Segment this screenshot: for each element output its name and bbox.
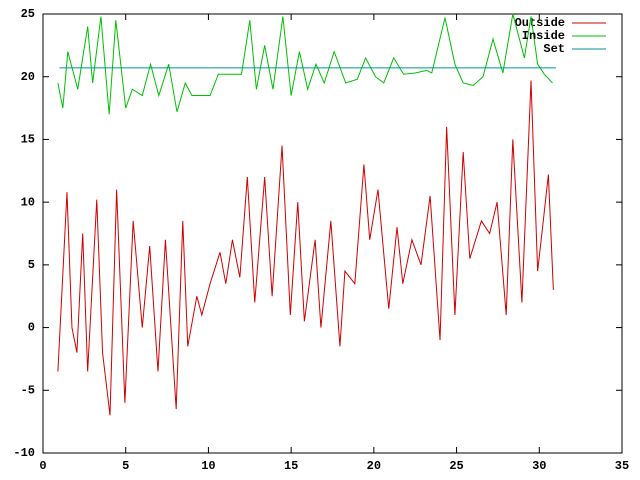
x-tick-label: 15 — [284, 459, 298, 473]
x-tick-label: 35 — [615, 459, 629, 473]
y-tick-label: 0 — [28, 321, 35, 335]
y-tick-label: 10 — [21, 195, 35, 209]
y-tick-label: 20 — [21, 70, 35, 84]
y-tick-label: 5 — [28, 258, 35, 272]
x-tick-label: 10 — [201, 459, 215, 473]
series-line — [57, 13, 553, 115]
y-tick-label: 25 — [21, 7, 35, 21]
x-tick-label: 0 — [39, 459, 46, 473]
series-line — [57, 80, 554, 416]
y-tick-label: -5 — [21, 383, 35, 397]
x-tick-label: 20 — [367, 459, 381, 473]
x-tick-label: 5 — [122, 459, 129, 473]
legend-label: Inside — [522, 29, 565, 43]
legend-label: Outside — [515, 16, 565, 30]
y-tick-label: 15 — [21, 133, 35, 147]
x-tick-label: 25 — [449, 459, 463, 473]
plot-border — [42, 13, 623, 454]
legend-label: Set — [543, 42, 565, 56]
x-tick-label: 30 — [532, 459, 546, 473]
y-tick-label: -10 — [13, 446, 35, 460]
